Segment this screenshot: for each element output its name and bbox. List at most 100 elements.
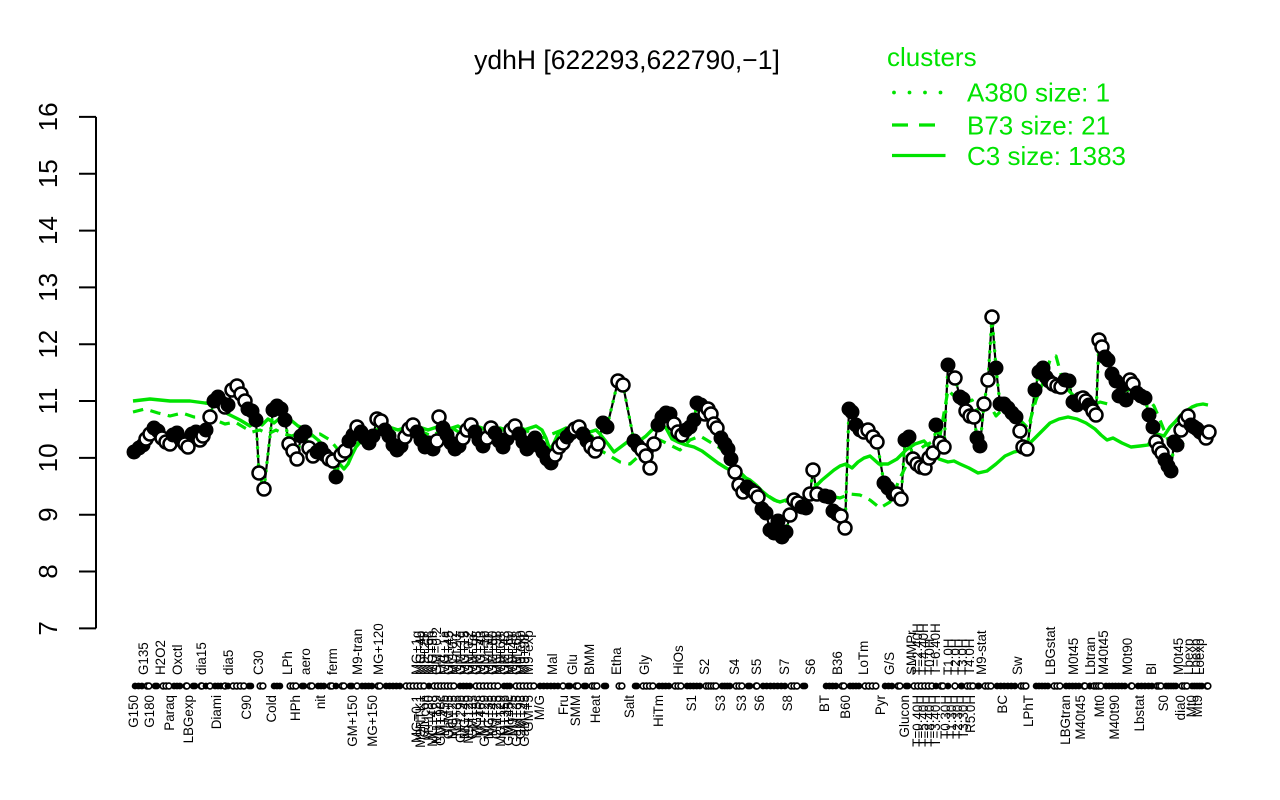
svg-text:T=8.40H: T=8.40H [922,695,937,747]
svg-text:LBGexp: LBGexp [181,695,196,743]
svg-text:14: 14 [33,216,63,245]
svg-text:LBGstat: LBGstat [1043,626,1058,675]
svg-text:T0.30H: T0.30H [938,695,953,739]
svg-text:M9+98: M9+98 [517,634,532,675]
svg-text:A380 size: 1: A380 size: 1 [967,78,1110,108]
svg-text:Heat: Heat [588,695,603,724]
svg-text:MG+35: MG+35 [481,695,496,739]
svg-text:B36: B36 [830,651,845,675]
svg-text:GM-0.2: GM-0.2 [461,630,476,675]
svg-text:Mal: Mal [545,653,560,675]
svg-text:GM+5: GM+5 [521,695,536,732]
svg-text:SMM: SMM [568,695,583,726]
svg-text:S6: S6 [752,695,767,711]
svg-text:Fru: Fru [433,655,448,675]
svg-text:T=2.40H: T=2.40H [910,623,925,675]
svg-text:Fru: Fru [556,695,571,715]
svg-text:T=3.40H: T=3.40H [928,695,943,747]
svg-text:Gly: Gly [637,655,652,675]
svg-text:MG+60: MG+60 [501,631,516,675]
svg-text:M0t45: M0t45 [1066,638,1081,675]
svg-text:Pyr: Pyr [873,694,888,715]
svg-text:GM+60: GM+60 [485,631,500,675]
svg-text:HiOs: HiOs [671,645,686,675]
svg-text:dia15: dia15 [194,642,209,675]
svg-text:Salt: Salt [622,695,637,718]
svg-text:8: 8 [33,564,63,578]
svg-text:Lbstat: Lbstat [1132,695,1147,732]
svg-text:Mt0: Mt0 [1184,695,1199,717]
svg-text:BMM: BMM [582,644,597,675]
svg-text:C30: C30 [251,650,266,675]
svg-text:GM+98c: GM+98c [433,695,448,746]
svg-text:Etha: Etha [609,647,624,675]
svg-text:MG+9b: MG+9b [425,631,440,675]
svg-text:T=6.40H: T=6.40H [928,623,943,675]
svg-text:GM+43: GM+43 [497,631,512,675]
svg-text:G135: G135 [136,642,151,675]
svg-text:MG+25: MG+25 [445,695,460,739]
svg-text:MG+98: MG+98 [489,631,504,675]
svg-text:GaM+45: GaM+45 [517,695,532,747]
svg-text:SMMPr: SMMPr [904,630,919,675]
svg-text:Diami: Diami [209,695,224,729]
svg-text:S4: S4 [727,658,742,675]
svg-text:M9+68: M9+68 [493,634,508,675]
svg-text:clusters: clusters [887,42,977,72]
svg-text:11: 11 [33,388,63,415]
svg-text:M+120: M+120 [449,634,464,675]
svg-text:S0: S0 [1156,695,1171,711]
svg-text:LPh: LPh [280,651,295,675]
svg-text:C90: C90 [239,695,254,720]
svg-text:T=0.40H: T=0.40H [910,695,925,747]
svg-text:MG+129: MG+129 [493,695,508,747]
svg-text:MG+45: MG+45 [457,695,472,739]
svg-text:G180: G180 [142,695,157,728]
svg-text:T2.0H: T2.0H [948,639,963,675]
svg-text:GM+1g: GM+1g [453,631,468,675]
svg-text:MG+43: MG+43 [473,631,488,675]
svg-text:S3: S3 [713,695,728,711]
svg-text:dia5: dia5 [221,650,236,675]
svg-text:M40t90: M40t90 [1107,695,1122,740]
svg-text:GM+1b: GM+1b [477,631,492,675]
svg-text:GM+150: GM+150 [345,695,360,747]
svg-text:MG+150: MG+150 [365,695,380,747]
svg-text:M9+25: M9+25 [417,634,432,675]
svg-text:16: 16 [33,102,63,131]
svg-text:GM+129: GM+129 [477,695,492,747]
svg-text:12: 12 [33,330,63,359]
svg-text:LoTm: LoTm [856,641,871,675]
svg-text:GM+25: GM+25 [489,695,504,739]
svg-text:aero: aero [298,648,313,675]
svg-text:Mt0: Mt0 [1092,695,1107,717]
svg-text:M9-exp: M9-exp [513,630,528,675]
svg-text:M9-tran: M9-tran [350,629,365,675]
svg-text:T2.30H: T2.30H [950,695,965,739]
svg-text:T1.30H: T1.30H [944,695,959,739]
svg-text:M9-exp: M9-exp [521,630,536,675]
svg-text:B73 size: 21: B73 size: 21 [967,111,1110,141]
svg-text:7: 7 [33,621,63,635]
svg-text:MG+1g: MG+1g [409,631,424,675]
svg-text:GM+45c: GM+45c [501,695,516,746]
svg-text:T=4.40H: T=4.40H [916,623,931,675]
svg-text:M9+45: M9+45 [485,695,500,736]
svg-text:Mt9: Mt9 [1190,695,1205,717]
svg-text:M9+129: M9+129 [461,695,476,744]
svg-text:BC: BC [995,695,1010,714]
svg-text:GM+35: GM+35 [465,695,480,739]
svg-text:M0t45: M0t45 [1171,638,1186,675]
svg-text:S7: S7 [777,659,792,675]
svg-text:S2: S2 [697,659,712,675]
svg-text:M++129: M++129 [429,695,444,744]
svg-text:R5.0H: R5.0H [963,695,978,733]
svg-text:Bl: Bl [1144,663,1159,675]
svg-text:MG+468: MG+468 [425,695,440,747]
svg-text:T1.0H: T1.0H [941,639,956,675]
svg-text:Lbexp: Lbexp [1181,639,1196,675]
svg-text:GM=0.2: GM=0.2 [429,627,444,675]
svg-text:S3: S3 [734,695,749,711]
svg-text:MG+1a: MG+1a [437,630,452,675]
svg-text:MG+5c: MG+5c [469,695,484,739]
